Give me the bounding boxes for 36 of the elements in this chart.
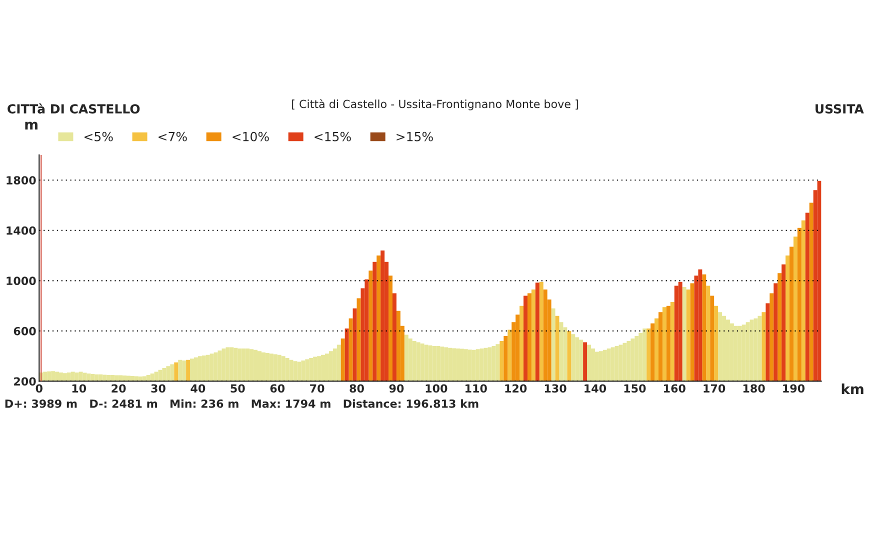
x-tick-label: 110 — [466, 384, 487, 393]
text: CITTà DI CASTELLO — [8, 103, 140, 114]
x-tick-label: 30 — [151, 384, 166, 393]
x-tick-label: 10 — [72, 384, 86, 393]
x-tick-label: 20 — [112, 384, 126, 393]
y-tick-label: 600 — [14, 326, 36, 336]
x-tick-label: 100 — [426, 384, 448, 393]
x-tick-label: 180 — [743, 384, 765, 393]
x-tick-label: 60 — [270, 384, 285, 393]
x-tick-label: 140 — [584, 384, 606, 393]
x-tick-label: 70 — [310, 384, 324, 393]
x-tick-label: 0 — [36, 384, 42, 393]
x-axis-title: km — [842, 384, 864, 394]
legend-label: <7% — [158, 132, 187, 142]
x-tick-label: 50 — [230, 384, 245, 393]
y-tick-label: 200 — [14, 377, 36, 386]
x-tick-label: 160 — [664, 384, 686, 393]
y-tick-label: 1000 — [6, 276, 36, 286]
x-tick-label: 190 — [783, 384, 805, 393]
legend-label: <15% — [314, 132, 351, 142]
x-tick-label: 80 — [350, 384, 364, 393]
y-tick-label: 1800 — [6, 176, 36, 184]
legend-label: <10% — [232, 132, 269, 142]
legend-label: >15% — [396, 132, 433, 142]
y-axis-title: m — [25, 122, 38, 130]
x-tick-label: 40 — [190, 384, 206, 393]
y-tick-label: 1400 — [6, 226, 36, 235]
x-tick-label: 150 — [624, 384, 646, 393]
chart-title: [ Città di Castello - Ussita-Frontignano Monte bove ] — [292, 99, 578, 110]
x-tick-label: 130 — [544, 384, 566, 393]
text: USSITA — [816, 104, 864, 114]
legend-label: <5% — [84, 132, 113, 142]
x-tick-label: 170 — [704, 384, 726, 393]
text: D+: 3989 m D-: 2481 m Min: 236 m Max: 1794 m Distance: 196.813 km — [5, 399, 478, 408]
x-tick-label: 120 — [505, 384, 527, 393]
x-tick-label: 90 — [389, 384, 404, 393]
